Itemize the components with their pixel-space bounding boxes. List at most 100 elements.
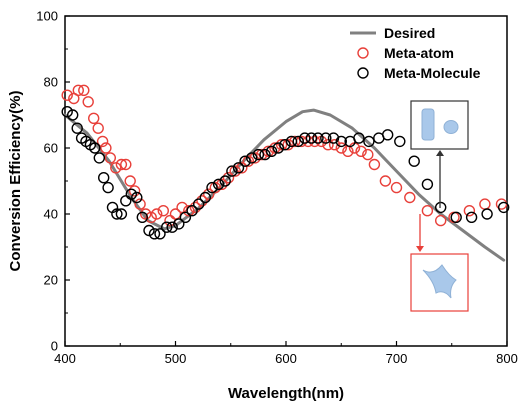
y-tick-label: 20 — [44, 273, 58, 288]
meta-atom-point — [335, 142, 347, 154]
points-layer — [61, 84, 510, 240]
meta-atom-point — [124, 175, 136, 187]
meta-molecule-point — [186, 204, 198, 217]
y-axis-ticks: 0 20 40 60 80 100 — [36, 9, 70, 354]
meta-atom-point — [463, 204, 476, 217]
meta-molecule-point — [245, 152, 258, 164]
meta-atom-point — [390, 181, 403, 194]
meta-atom-point — [435, 214, 447, 227]
meta-atom-point — [362, 148, 374, 161]
meta-molecule-point — [382, 129, 394, 141]
meta-molecule-point — [125, 188, 138, 200]
meta-molecule-point — [265, 145, 278, 158]
meta-atom-point — [61, 89, 73, 101]
meta-atom-point — [355, 145, 367, 158]
meta-atom-point — [96, 135, 109, 148]
meta-molecule-point — [279, 138, 291, 151]
meta-molecule-point — [179, 211, 192, 224]
meta-molecule-point — [71, 122, 83, 134]
meta-molecule-point — [154, 228, 166, 240]
meta-atom-inset — [410, 214, 469, 312]
meta-molecule-point — [450, 211, 462, 224]
legend-meta-molecule-label: Meta-Molecule — [384, 65, 481, 81]
meta-atom-point — [256, 148, 268, 161]
meta-molecule-point — [363, 135, 375, 148]
meta-atom-point — [183, 204, 195, 217]
meta-atom-point — [78, 84, 90, 97]
meta-atom-point — [421, 204, 434, 217]
meta-molecule-point — [166, 221, 178, 233]
meta-atom-point — [209, 181, 222, 194]
x-axis-ticks: 400 500 600 700 800 — [54, 341, 518, 366]
meta-atom-point — [169, 208, 182, 220]
meta-atom-point — [368, 158, 381, 171]
meta-molecule-point — [239, 155, 251, 167]
meta-molecule-point — [173, 218, 185, 230]
meta-molecule-point — [66, 109, 79, 121]
meta-atom-point — [92, 122, 104, 134]
meta-atom-point — [72, 84, 85, 97]
meta-molecule-point — [111, 208, 123, 220]
inset-arrowhead-upper — [436, 150, 444, 156]
meta-molecule-point — [252, 148, 265, 161]
legend-meta-atom-label: Meta-atom — [384, 45, 454, 61]
x-tick-label: 500 — [165, 351, 187, 366]
curved-shape-icon — [422, 264, 457, 299]
y-tick-label: 100 — [36, 9, 58, 24]
meta-molecule-point — [89, 142, 101, 154]
meta-molecule-inset — [410, 100, 469, 208]
x-axis-title: Wavelength(nm) — [228, 385, 344, 402]
meta-atom-point — [139, 208, 152, 220]
x-tick-label: 800 — [496, 351, 518, 366]
legend-meta-molecule-marker — [357, 67, 369, 79]
meta-molecule-point — [285, 135, 298, 148]
meta-molecule-point — [481, 208, 493, 220]
meta-molecule-point — [131, 191, 143, 204]
rectangle-shape-icon — [421, 108, 435, 141]
y-tick-label: 0 — [51, 339, 58, 354]
meta-atom-point — [448, 211, 460, 224]
meta-molecule-point — [160, 221, 173, 233]
meta-atom-point — [189, 201, 202, 214]
meta-molecule-point — [312, 132, 324, 144]
meta-atom-point — [262, 145, 274, 158]
meta-atom-point — [157, 204, 170, 217]
meta-atom-point — [150, 208, 163, 220]
meta-molecule-point — [408, 155, 420, 167]
meta-atom-point — [309, 135, 321, 148]
y-axis-title: Conversion Efficiency(%) — [7, 91, 24, 272]
meta-molecule-point — [465, 211, 478, 224]
meta-atom-point — [242, 155, 255, 167]
meta-molecule-point — [232, 162, 245, 174]
meta-atom-point — [115, 158, 128, 171]
meta-atom-point — [202, 188, 215, 200]
legend-desired-label: Desired — [384, 25, 435, 41]
meta-atom-point — [120, 158, 132, 171]
meta-molecule-point — [93, 152, 106, 164]
meta-molecule-point — [192, 198, 205, 210]
meta-atom-point — [229, 165, 241, 177]
y-tick-label: 60 — [44, 141, 58, 156]
meta-atom-point — [104, 152, 117, 164]
meta-molecule-point — [115, 208, 128, 220]
meta-atom-point — [289, 135, 301, 148]
y-tick-label: 40 — [44, 207, 58, 222]
meta-molecule-point — [320, 132, 332, 144]
meta-molecule-point — [148, 228, 161, 240]
x-tick-label: 700 — [386, 351, 408, 366]
meta-molecule-point — [299, 132, 311, 144]
meta-atom-point — [216, 178, 228, 191]
meta-atom-point — [328, 138, 341, 151]
meta-molecule-point — [272, 142, 284, 154]
meta-molecule-point — [498, 201, 510, 214]
meta-atom-point — [249, 152, 261, 164]
meta-molecule-point — [61, 105, 73, 118]
x-tick-label: 400 — [54, 351, 76, 366]
meta-molecule-point — [136, 211, 149, 224]
meta-atom-point — [176, 201, 188, 214]
meta-atom-point — [222, 171, 235, 184]
meta-atom-point — [110, 162, 122, 174]
meta-atom-point — [196, 195, 208, 207]
x-tick-label: 600 — [275, 351, 297, 366]
meta-atom-point — [404, 191, 416, 204]
